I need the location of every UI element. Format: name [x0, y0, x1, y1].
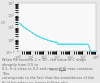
X-axis label: $Re = \frac{\rho v d}{\mu}$: $Re = \frac{\rho v d}{\mu}$	[48, 64, 66, 77]
Y-axis label: $C_D$: $C_D$	[0, 20, 7, 27]
Text: When Re exceeds 2 × 10⁵, the value of C drops abruptly from 0.5 to
0.1. It is cl: When Re exceeds 2 × 10⁵, the value of C …	[2, 58, 99, 83]
